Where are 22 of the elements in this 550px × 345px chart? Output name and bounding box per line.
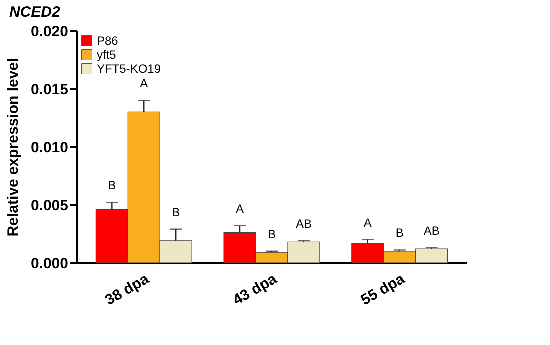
legend-label: YFT5-KO19: [97, 62, 162, 76]
legend-label: yft5: [97, 48, 117, 62]
x-tick-label: 43 dpa: [230, 270, 281, 310]
y-tick-label: 0.005: [30, 198, 68, 214]
data-label: AB: [296, 216, 312, 231]
legend-label: P86: [97, 34, 119, 48]
data-label: B: [268, 227, 276, 242]
y-tick-label: 0.015: [30, 82, 68, 98]
data-label: A: [140, 76, 148, 91]
data-label: A: [364, 216, 372, 230]
chart-title: NCED2: [9, 4, 61, 21]
data-label: B: [108, 178, 116, 193]
data-label: B: [396, 226, 404, 240]
x-tick-label: 38 dpa: [102, 270, 153, 310]
y-axis-title: Relative expression level: [4, 58, 22, 237]
data-label: A: [236, 202, 244, 216]
x-tick-label: 55 dpa: [358, 270, 408, 310]
y-tick-label: 0.020: [30, 24, 68, 40]
y-tick-label: 0.010: [30, 140, 68, 156]
y-tick-label: 0.000: [30, 256, 68, 272]
data-label: B: [172, 205, 180, 220]
data-label: AB: [424, 224, 440, 238]
